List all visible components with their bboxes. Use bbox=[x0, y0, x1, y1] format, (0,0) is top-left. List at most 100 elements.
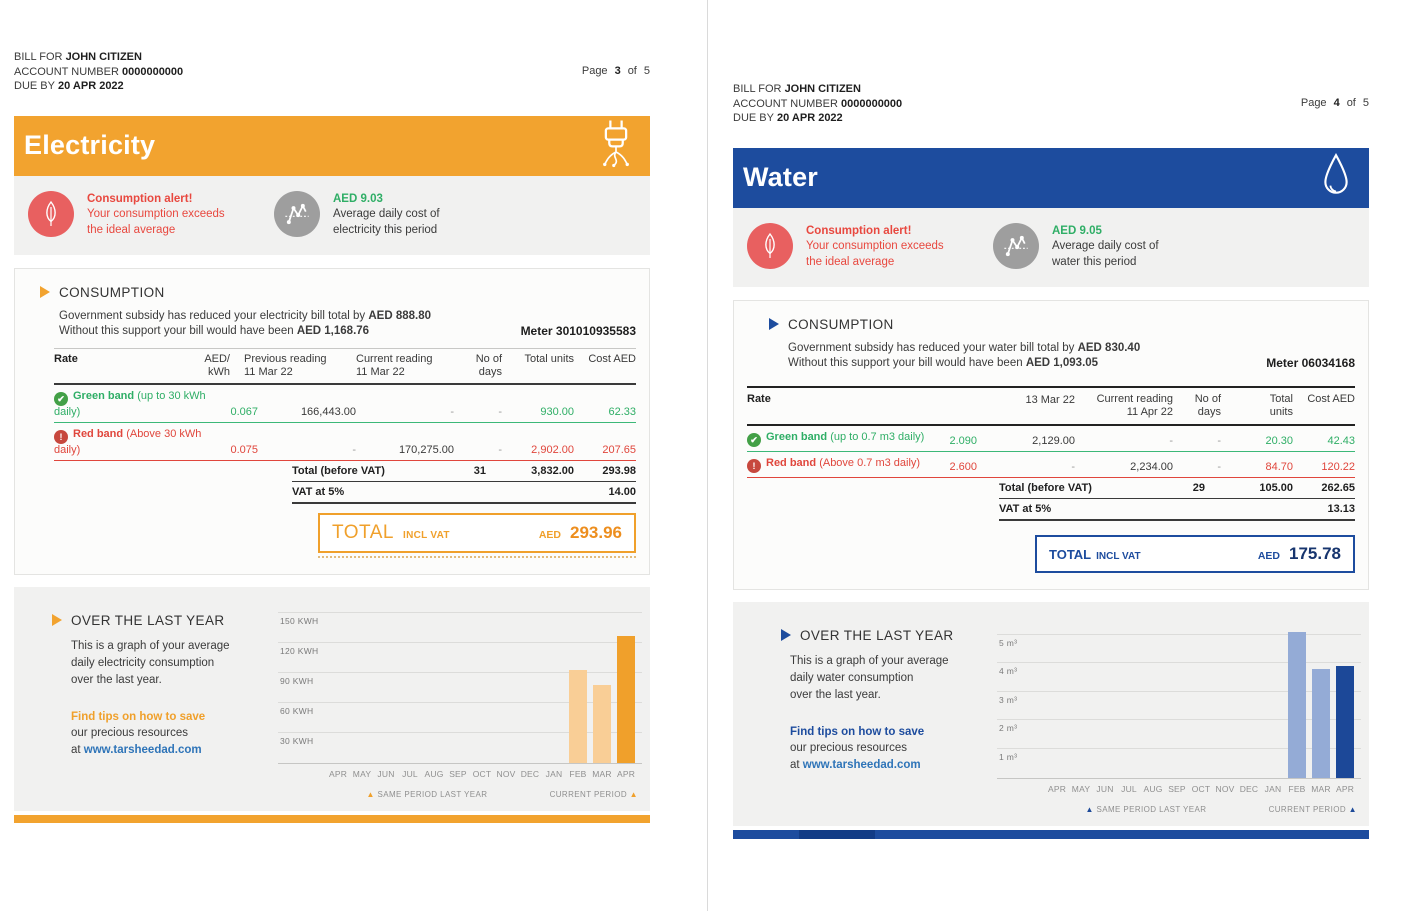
consumption-alert-strip: Consumption alert! Your consumption exce… bbox=[14, 175, 650, 255]
dotted-rule bbox=[318, 555, 636, 558]
month-label: MAY bbox=[1071, 783, 1091, 794]
chart-bar-mar-11 bbox=[1312, 668, 1330, 778]
chart-gridline: 90 KWH bbox=[278, 671, 642, 686]
last-year-panel: OVER THE LAST YEAR This is a graph of yo… bbox=[14, 586, 650, 811]
month-label: APR bbox=[616, 768, 636, 779]
chart-gridline: 150 KWH bbox=[278, 611, 642, 626]
section-arrow-icon bbox=[769, 318, 779, 330]
exclamation-icon: ! bbox=[747, 458, 761, 473]
alert-line1: Your consumption exceeds bbox=[87, 208, 225, 220]
tips-at: at bbox=[71, 743, 81, 756]
graph-icon bbox=[993, 222, 1039, 269]
alert-line1: Your consumption exceeds bbox=[806, 240, 944, 252]
section-arrow-icon bbox=[52, 614, 62, 626]
total-before-vat-row: Total (before VAT) 31 3,832.00 293.98 bbox=[292, 461, 636, 482]
subsidy-line1: Government subsidy has reduced your wate… bbox=[788, 341, 1075, 354]
subsidy-value2: AED 1,093.05 bbox=[1025, 357, 1099, 369]
alert-line2: the ideal average bbox=[87, 223, 176, 236]
page-label: Page bbox=[581, 65, 608, 77]
alert-text: Consumption alert! Your consumption exce… bbox=[87, 191, 225, 255]
col-cost: Cost AED bbox=[588, 352, 636, 365]
table-row-red-band: ! Red band (Above 30 kWh daily) 0.075 - 1… bbox=[54, 423, 636, 461]
y-tick-label: 120 KWH bbox=[280, 645, 319, 656]
col-current: Current reading 11 Mar 22 bbox=[356, 352, 433, 378]
chart-bars bbox=[326, 603, 638, 763]
col-days: No of days bbox=[475, 352, 502, 378]
page-electricity: BILL FOR JOHN CITIZEN ACCOUNT NUMBER 000… bbox=[14, 50, 650, 823]
alert-item-daily-cost: AED 9.03 Average daily cost of electrici… bbox=[274, 190, 440, 255]
total-incl-vat-box: TOTAL INCL VAT AED 293.96 bbox=[318, 512, 636, 553]
consumption-table: Rate 13 Mar 22 Current reading 11 Apr 22 … bbox=[747, 385, 1355, 573]
col-price: AED/kWh bbox=[204, 352, 230, 378]
bill-header-left: BILL FOR JOHN CITIZEN ACCOUNT NUMBER 000… bbox=[14, 50, 183, 94]
chart-title: OVER THE LAST YEAR bbox=[800, 627, 954, 643]
col-rate: Rate bbox=[54, 352, 78, 365]
month-label: NOV bbox=[496, 768, 516, 779]
account-value: 0000000000 bbox=[121, 65, 184, 78]
month-label: FEB bbox=[569, 768, 587, 779]
graph-icon bbox=[274, 190, 320, 237]
month-label: FEB bbox=[1288, 783, 1306, 794]
legend-current: CURRENT PERIOD bbox=[1268, 804, 1347, 814]
bill-for-label: BILL FOR bbox=[14, 51, 63, 63]
meter-number: Meter 301010935583 bbox=[520, 324, 636, 338]
legend-triangle-icon: ▲ bbox=[366, 789, 375, 799]
chart-info: OVER THE LAST YEAR This is a graph of yo… bbox=[28, 613, 278, 799]
chart-gridline: 4 m³ bbox=[997, 662, 1361, 676]
bill-header-left: BILL FOR JOHN CITIZEN ACCOUNT NUMBER 000… bbox=[733, 82, 902, 126]
month-label: OCT bbox=[472, 768, 492, 779]
page-indicator: Page 4 of 5 bbox=[1294, 96, 1369, 126]
daily-cost-value: AED 9.03 bbox=[333, 192, 383, 205]
legend-triangle-icon: ▲ bbox=[1085, 804, 1094, 814]
chart-gridline: 3 m³ bbox=[997, 690, 1361, 705]
col-days: No of days bbox=[1194, 392, 1221, 418]
col-previous: 13 Mar 22 bbox=[1025, 393, 1075, 406]
col-units: Total units bbox=[524, 352, 574, 365]
account-label: ACCOUNT NUMBER bbox=[733, 97, 838, 110]
bill-for-value: JOHN CITIZEN bbox=[784, 83, 861, 95]
y-tick-label: 3 m³ bbox=[999, 694, 1018, 705]
tarsheedad-link[interactable]: www.tarsheedad.com bbox=[83, 743, 202, 756]
chart-info: OVER THE LAST YEAR This is a graph of yo… bbox=[747, 628, 997, 814]
check-icon: ✔ bbox=[747, 432, 761, 447]
y-tick-label: 90 KWH bbox=[280, 675, 314, 686]
footer-bar-segment bbox=[799, 829, 875, 839]
page-water: BILL FOR JOHN CITIZEN ACCOUNT NUMBER 000… bbox=[733, 82, 1369, 839]
y-tick-label: 30 KWH bbox=[280, 735, 314, 746]
due-label: DUE BY bbox=[14, 80, 55, 92]
bill-for-value: JOHN CITIZEN bbox=[65, 51, 142, 63]
month-label: DEC bbox=[520, 768, 540, 779]
table-header-row: Rate 13 Mar 22 Current reading 11 Apr 22 … bbox=[747, 385, 1355, 426]
chart-month-axis: APR MAY JUN JUL AUG SEP OCT NOV DEC JAN FEB MAR APR bbox=[326, 769, 642, 779]
daily-cost-line2: electricity this period bbox=[333, 223, 438, 236]
alert-title: Consumption alert! bbox=[87, 192, 193, 205]
page-label: Page bbox=[1300, 97, 1327, 109]
month-label: MAR bbox=[1311, 783, 1331, 794]
subsidy-value2: AED 1,168.76 bbox=[296, 325, 370, 337]
daily-cost-line2: water this period bbox=[1052, 255, 1137, 268]
chart-legend: ▲ SAME PERIOD LAST YEAR CURRENT PERIOD ▲ bbox=[326, 790, 642, 799]
consumption-panel: CONSUMPTION Government subsidy has reduc… bbox=[733, 299, 1369, 590]
page-number: 3 bbox=[614, 65, 621, 77]
bill-header: BILL FOR JOHN CITIZEN ACCOUNT NUMBER 000… bbox=[14, 50, 650, 94]
subsidy-value1: AED 888.80 bbox=[368, 309, 432, 322]
month-label: JAN bbox=[1264, 783, 1282, 794]
alert-item-daily-cost: AED 9.05 Average daily cost of water thi… bbox=[993, 222, 1159, 287]
daily-cost-text: AED 9.05 Average daily cost of water thi… bbox=[1052, 223, 1159, 287]
totals-block: Total (before VAT) 31 3,832.00 293.98 VA… bbox=[292, 461, 636, 504]
water-drop-icon bbox=[1319, 152, 1353, 203]
month-label: MAY bbox=[352, 768, 372, 779]
page-indicator: Page 3 of 5 bbox=[575, 64, 650, 94]
col-previous: Previous reading 11 Mar 22 bbox=[244, 352, 327, 378]
month-label: JUL bbox=[1121, 783, 1137, 794]
of-label: of bbox=[627, 65, 637, 77]
leaf-icon bbox=[747, 222, 793, 269]
vat-row: VAT at 5% 13.13 bbox=[999, 499, 1355, 521]
chart-legend: ▲ SAME PERIOD LAST YEAR CURRENT PERIOD ▲ bbox=[1045, 805, 1361, 814]
total-incl-vat-box: TOTAL INCL VAT AED 175.78 bbox=[1035, 534, 1355, 573]
month-label: DEC bbox=[1239, 783, 1259, 794]
chart-bar-feb-10 bbox=[569, 669, 587, 763]
tarsheedad-link[interactable]: www.tarsheedad.com bbox=[802, 758, 921, 771]
month-label: AUG bbox=[1143, 783, 1163, 794]
check-icon: ✔ bbox=[54, 391, 68, 406]
